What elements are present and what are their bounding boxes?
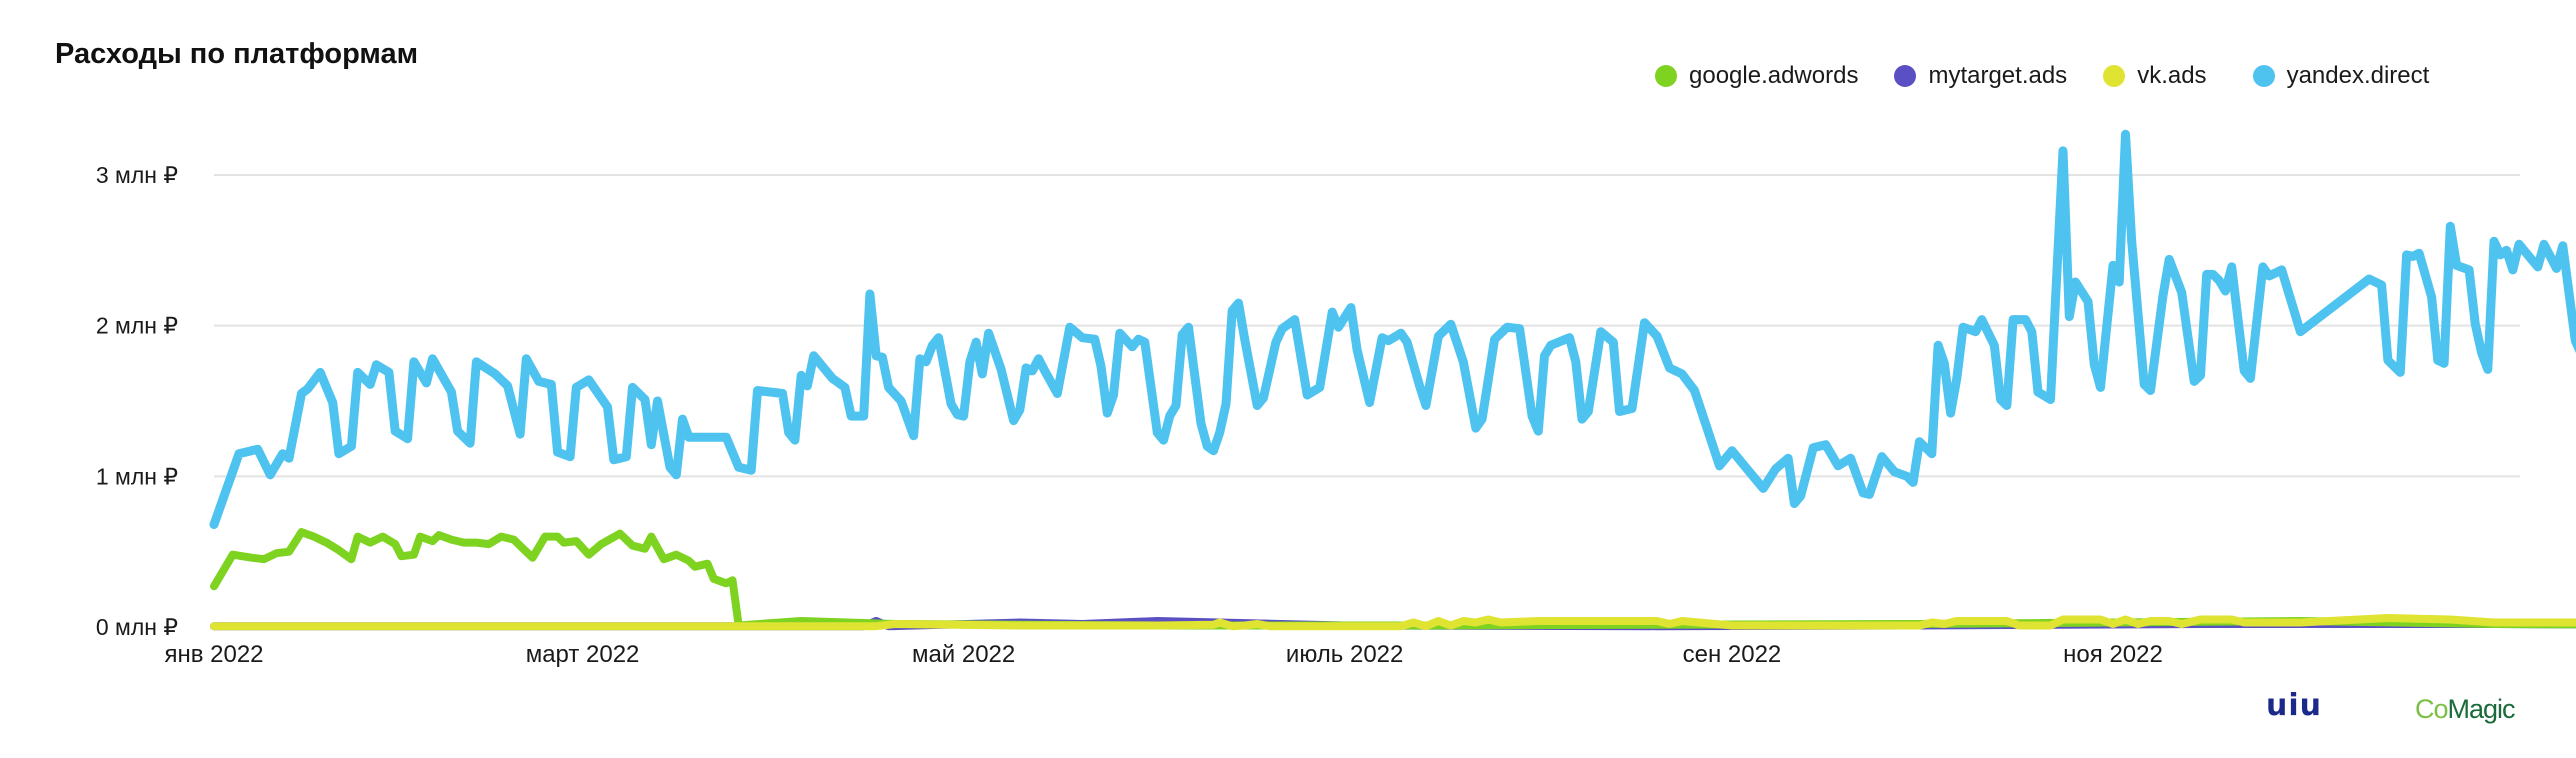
x-tick-label: май 2022 xyxy=(912,641,1015,668)
x-tick-label: июль 2022 xyxy=(1286,641,1403,668)
legend-item-google-adwords[interactable]: google.adwords xyxy=(1655,62,1858,90)
legend-item-mytarget-ads[interactable]: mytarget.ads xyxy=(1894,62,2067,90)
comagic-logo-co: Co xyxy=(2415,694,2449,724)
y-tick-label: 3 млн ₽ xyxy=(96,162,178,188)
legend-item-vk-ads[interactable]: vk.ads xyxy=(2103,62,2207,90)
y-tick-label: 1 млн ₽ xyxy=(96,463,178,489)
legend-swatch-vk-ads xyxy=(2103,65,2126,87)
series-line-yandex-direct xyxy=(209,129,2576,529)
uiu-logo: uiu xyxy=(2266,688,2322,723)
y-tick-label: 0 млн ₽ xyxy=(96,614,178,640)
comagic-logo: CoMagic xyxy=(2415,694,2516,725)
chart-title: Расходы по платформам xyxy=(55,38,419,70)
legend-item-yandex-direct[interactable]: yandex.direct xyxy=(2252,62,2430,90)
legend-label-yandex-direct: yandex.direct xyxy=(2286,62,2430,89)
legend-swatch-google-adwords xyxy=(1655,65,1677,87)
x-tick-label: сен 2022 xyxy=(1683,641,1782,668)
legend-swatch-mytarget-ads xyxy=(1894,65,1917,87)
legend-label-google-adwords: google.adwords xyxy=(1689,62,1859,89)
x-tick-label: март 2022 xyxy=(526,641,640,668)
x-tick-label: ноя 2022 xyxy=(2063,641,2163,668)
x-tick-label: янв 2022 xyxy=(164,641,263,668)
y-tick-label: 2 млн ₽ xyxy=(96,313,178,339)
legend-label-vk-ads: vk.ads xyxy=(2137,62,2207,89)
chart-legend: google.adwords mytarget.ads vk.ads yande… xyxy=(1655,62,2465,90)
legend-label-mytarget-ads: mytarget.ads xyxy=(1928,62,2068,89)
series-line-vk-ads xyxy=(210,614,2576,631)
series-line-google-adwords xyxy=(210,528,2576,630)
comagic-logo-magic: Magic xyxy=(2447,694,2516,724)
legend-swatch-yandex-direct xyxy=(2252,65,2275,87)
